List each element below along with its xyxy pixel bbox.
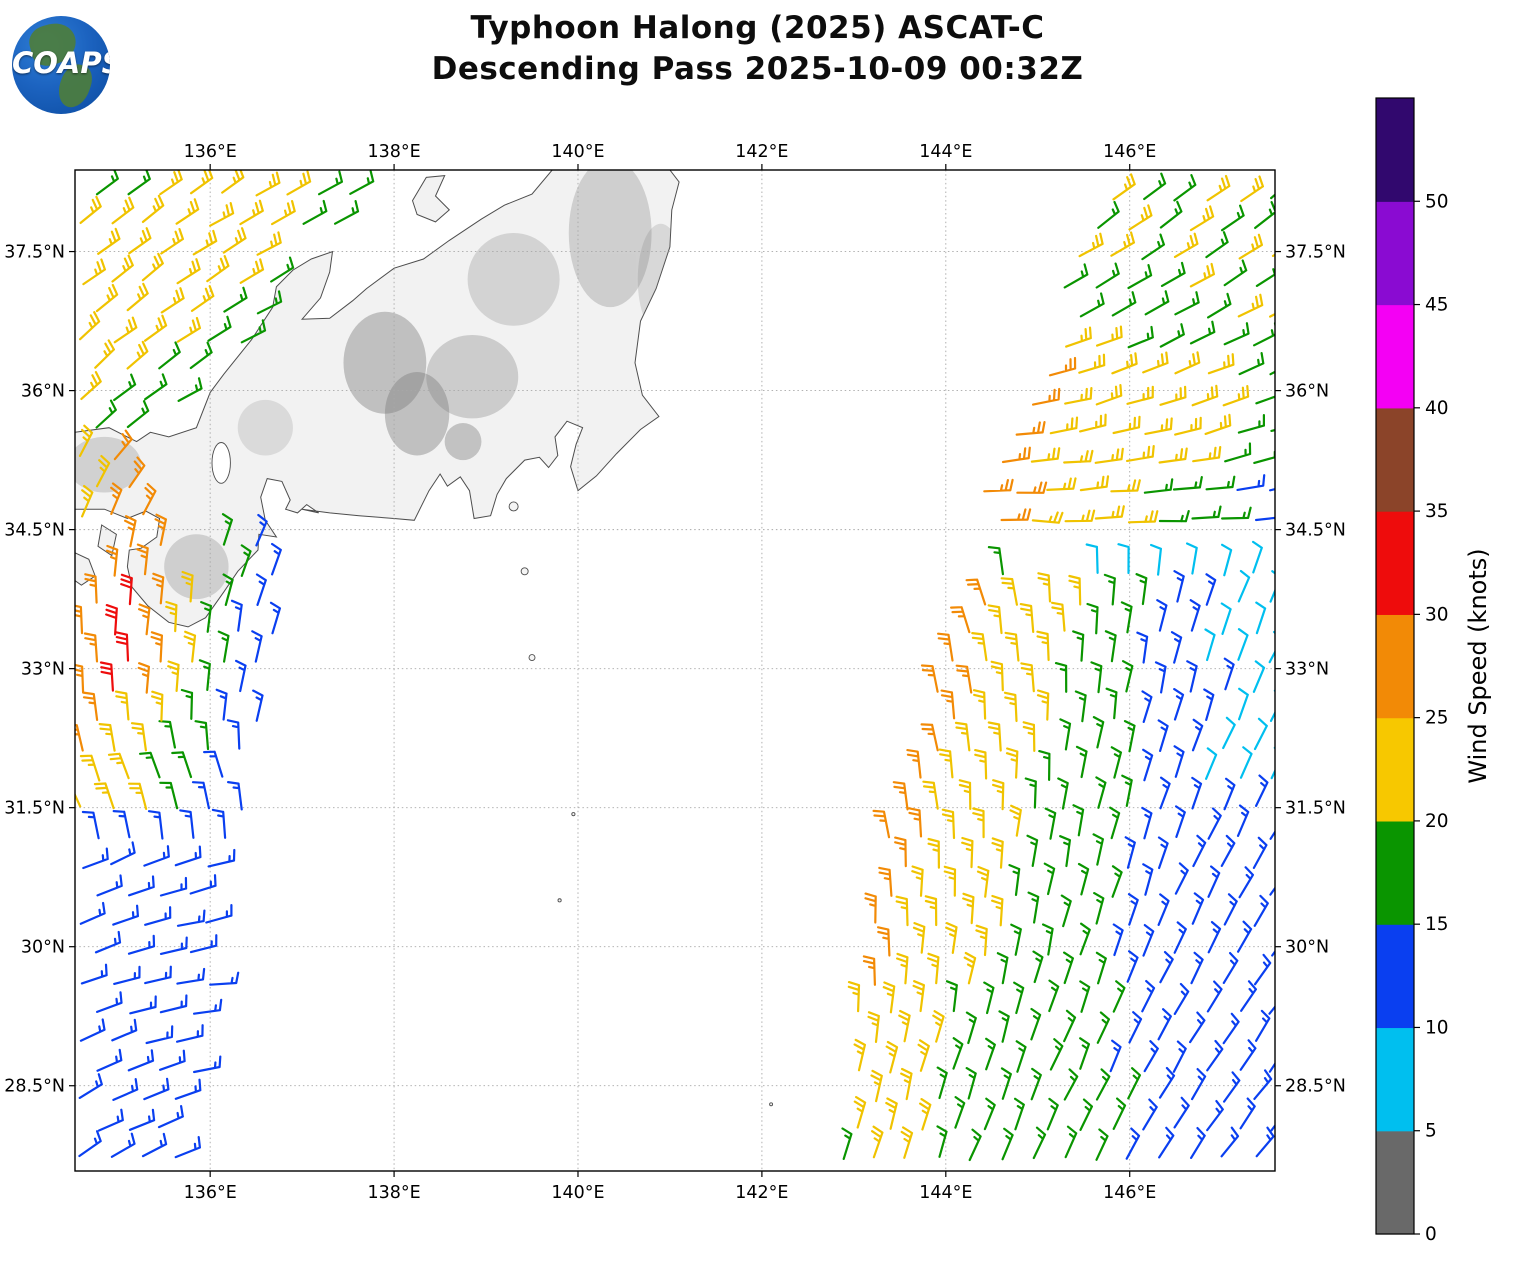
axis-tick-label: 146°E bbox=[1103, 142, 1156, 162]
axis-tick-label: 33°N bbox=[21, 660, 65, 680]
lake-biwa bbox=[211, 442, 231, 484]
chart-title: Typhoon Halong (2025) ASCAT-C Descending… bbox=[75, 8, 1440, 90]
colorbar-segment bbox=[1376, 1027, 1414, 1132]
colorbar-tick-label: 30 bbox=[1425, 604, 1449, 625]
colorbar-axis-label: Wind Speed (knots) bbox=[1464, 548, 1492, 783]
axis-tick-label: 136°E bbox=[184, 142, 237, 162]
colorbar-segment bbox=[1376, 98, 1414, 202]
axis-tick-label: 138°E bbox=[367, 1183, 420, 1203]
chart-title-line1: Typhoon Halong (2025) ASCAT-C bbox=[470, 10, 1045, 46]
axis-tick-label: 37.5°N bbox=[1285, 243, 1346, 263]
axis-tick-label: 30°N bbox=[21, 938, 65, 958]
axis-tick-label: 30°N bbox=[1285, 938, 1329, 958]
wind-barb-group-8kt bbox=[1085, 540, 1275, 780]
colorbar-tick-label: 35 bbox=[1425, 501, 1449, 522]
logo-text: COAPS bbox=[12, 46, 110, 80]
colorbar-tick-label: 45 bbox=[1425, 295, 1449, 316]
axis-tick-label: 140°E bbox=[551, 142, 604, 162]
axis-tick-label: 140°E bbox=[551, 1183, 604, 1203]
axis-tick-label: 31.5°N bbox=[4, 799, 65, 819]
colorbar-segment bbox=[1376, 511, 1414, 615]
axis-labels: 136°E 136°E 138°E 138°E 140°E 140°E 142°E 142°E… bbox=[4, 142, 1346, 1203]
wind-barb-group-27kt bbox=[75, 356, 1077, 986]
colorbar-segment bbox=[1376, 924, 1414, 1029]
wind-barb-group-17kt bbox=[95, 170, 1275, 1162]
colorbar-segment bbox=[1376, 717, 1414, 822]
colorbar-segment bbox=[1376, 407, 1414, 512]
wind-barb-group-31kt bbox=[99, 573, 133, 692]
small-island bbox=[520, 567, 529, 576]
coaps-logo: COAPS bbox=[12, 16, 110, 114]
axis-tick-label: 34.5°N bbox=[4, 521, 65, 541]
axis-tick-label: 34.5°N bbox=[1285, 521, 1346, 541]
colorbar-tick-label: 25 bbox=[1425, 708, 1449, 729]
colorbar-segment bbox=[1376, 614, 1414, 719]
colorbar-segment bbox=[1376, 304, 1414, 409]
small-island bbox=[508, 501, 519, 512]
colorbar-segment bbox=[1376, 201, 1414, 306]
colorbar-tick-label: 40 bbox=[1425, 398, 1449, 419]
colorbar-tick-label: 20 bbox=[1425, 811, 1449, 832]
small-island bbox=[557, 898, 562, 903]
axis-tick-label: 36°N bbox=[21, 382, 65, 402]
wind-barb-group-13kt bbox=[78, 474, 1275, 1160]
colorbar-tick-label: 0 bbox=[1425, 1224, 1437, 1245]
colorbar-segment bbox=[1376, 820, 1414, 925]
colorbar-segment bbox=[1376, 1130, 1414, 1235]
colorbar: 0 5 10 15 20 25 30 35 40 45 50 Wind Speed (knots) bbox=[1375, 97, 1492, 1245]
axis-tick-label: 142°E bbox=[735, 1183, 788, 1203]
axis-tick-label: 37.5°N bbox=[4, 243, 65, 263]
axis-tick-label: 144°E bbox=[919, 142, 972, 162]
axis-tick-label: 146°E bbox=[1103, 1183, 1156, 1203]
small-island bbox=[528, 654, 536, 661]
small-island bbox=[571, 812, 576, 817]
axis-tick-label: 136°E bbox=[184, 1183, 237, 1203]
colorbar-tick-label: 50 bbox=[1425, 191, 1449, 212]
axis-tick-label: 144°E bbox=[919, 1183, 972, 1203]
colorbar-tick-label: 10 bbox=[1425, 1017, 1449, 1038]
axis-tick-label: 142°E bbox=[735, 142, 788, 162]
wind-barbs bbox=[75, 170, 1275, 1162]
axis-tick-label: 36°N bbox=[1285, 382, 1329, 402]
gridlines bbox=[75, 170, 1275, 1171]
axis-tick-label: 28.5°N bbox=[1285, 1077, 1346, 1097]
wind-barb-group-23kt bbox=[75, 170, 1275, 1159]
plot-border bbox=[74, 169, 1276, 1172]
colorbar-tick-label: 5 bbox=[1425, 1121, 1437, 1142]
colorbar-tick-label: 15 bbox=[1425, 914, 1449, 935]
axis-tick-label: 33°N bbox=[1285, 660, 1329, 680]
small-island bbox=[769, 1102, 774, 1107]
axis-tick-label: 31.5°N bbox=[1285, 799, 1346, 819]
chart-title-line2: Descending Pass 2025-10-09 00:32Z bbox=[431, 50, 1084, 87]
axis-tick-label: 138°E bbox=[367, 142, 420, 162]
axis-tick-label: 28.5°N bbox=[4, 1077, 65, 1097]
